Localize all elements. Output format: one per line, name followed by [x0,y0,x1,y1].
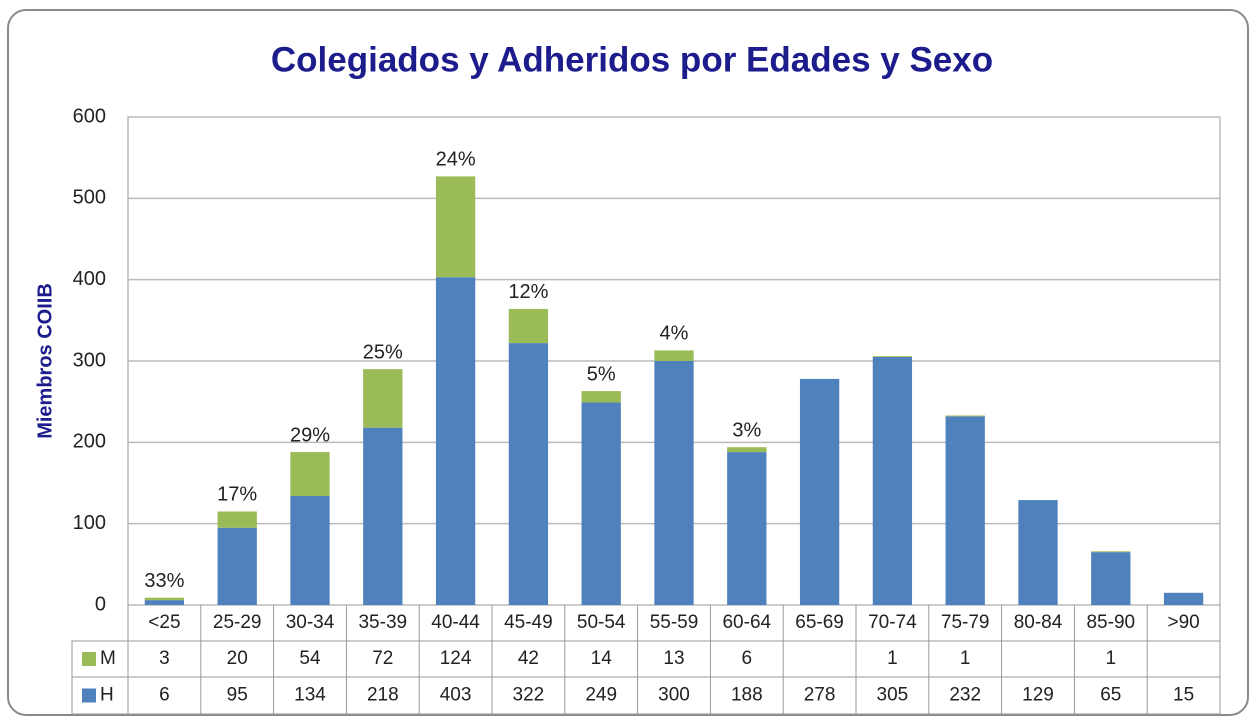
bar-segment [1018,500,1058,605]
x-tick-label: <25 [148,612,180,633]
table-value: 54 [299,648,321,669]
bar-segment [217,511,257,528]
bar-segment [435,277,476,605]
share-label: 12% [508,281,548,303]
table-value: 65 [1100,685,1121,706]
bar-segment [945,415,985,417]
legend-label: M [100,648,116,669]
table-value: 278 [804,685,836,706]
x-tick-label: 65-69 [795,612,844,633]
bar-segment [508,343,549,605]
bar-segment [872,356,913,605]
y-tick-label: 500 [73,187,106,209]
bar-segment [508,308,549,344]
table-value: 72 [372,648,393,669]
bar-segment [144,597,185,601]
legend-swatch [82,688,96,703]
y-tick-label: 400 [73,268,106,290]
table-value: 15 [1173,685,1194,706]
chart-title: Colegiados y Adheridos por Edades y Sexo [271,40,993,79]
x-tick-label: 80-84 [1014,612,1063,633]
table-value: 1 [960,648,971,669]
y-tick-label: 0 [95,593,106,615]
bar-segment [727,452,767,605]
table-value: 13 [663,648,684,669]
share-label: 29% [290,424,330,446]
x-tick-label: 25-29 [213,612,262,633]
share-label: 25% [363,341,403,363]
table-value: 232 [949,685,981,706]
x-tick-label: 50-54 [577,612,626,633]
x-tick-label: 75-79 [941,612,990,633]
x-tick-label: 40-44 [431,612,480,633]
bar-segment [945,416,985,605]
x-tick-label: 45-49 [504,612,553,633]
table-value: 322 [513,685,545,706]
bar-segment [217,527,257,605]
table-value: 403 [440,685,472,706]
table-value: 300 [658,685,690,706]
bar-segment [144,600,185,605]
bar-segment [654,350,694,361]
table-value: 20 [227,648,248,669]
table-value: 6 [159,685,170,706]
y-tick-label: 200 [73,431,106,453]
bar-segment [654,361,694,605]
x-tick-label: 35-39 [358,612,407,633]
table-value: 188 [731,685,763,706]
y-tick-label: 600 [73,105,106,127]
x-tick-label: 70-74 [868,612,917,633]
share-label: 4% [660,323,689,345]
x-tick-label: 55-59 [650,612,699,633]
table-value: 1 [1106,648,1117,669]
bar-segment [799,378,840,605]
y-axis-label: Miembros COIIB [34,283,56,439]
table-value: 95 [227,685,248,706]
table-value: 42 [518,648,539,669]
bar-segment [1091,551,1131,553]
share-label: 5% [587,363,616,385]
bar-segment [581,391,621,403]
table-value: 3 [159,648,170,669]
legend-swatch [82,652,96,666]
y-tick-label: 300 [73,349,106,371]
x-tick-label: >90 [1167,612,1199,633]
x-tick-label: 60-64 [722,612,771,633]
share-label: 33% [144,570,184,592]
share-label: 24% [436,149,476,171]
bar-segment [581,402,621,605]
bar-segment [435,176,476,278]
bar-segment [727,447,767,453]
bar-segment [363,427,403,605]
legend-label: H [100,685,114,706]
y-tick-label: 100 [73,512,106,534]
table-value: 305 [877,685,909,706]
x-tick-label: 30-34 [286,612,335,633]
table-value: 6 [742,648,753,669]
table-value: 14 [591,648,613,669]
bar-segment [1091,552,1131,605]
table-value: 249 [585,685,617,706]
bar-segment [872,356,913,357]
bar-segment [290,452,330,497]
table-value: 218 [367,685,399,706]
bar-segment [290,496,330,605]
table-value: 1 [887,648,898,669]
bar-segment [1163,592,1204,605]
share-label: 17% [217,484,257,506]
table-value: 129 [1022,685,1054,706]
table-value: 134 [294,685,326,706]
x-tick-label: 85-90 [1086,612,1135,633]
bar-segment [363,369,403,428]
table-value: 124 [440,648,472,669]
chart-frame [7,9,1249,716]
share-label: 3% [732,419,761,441]
